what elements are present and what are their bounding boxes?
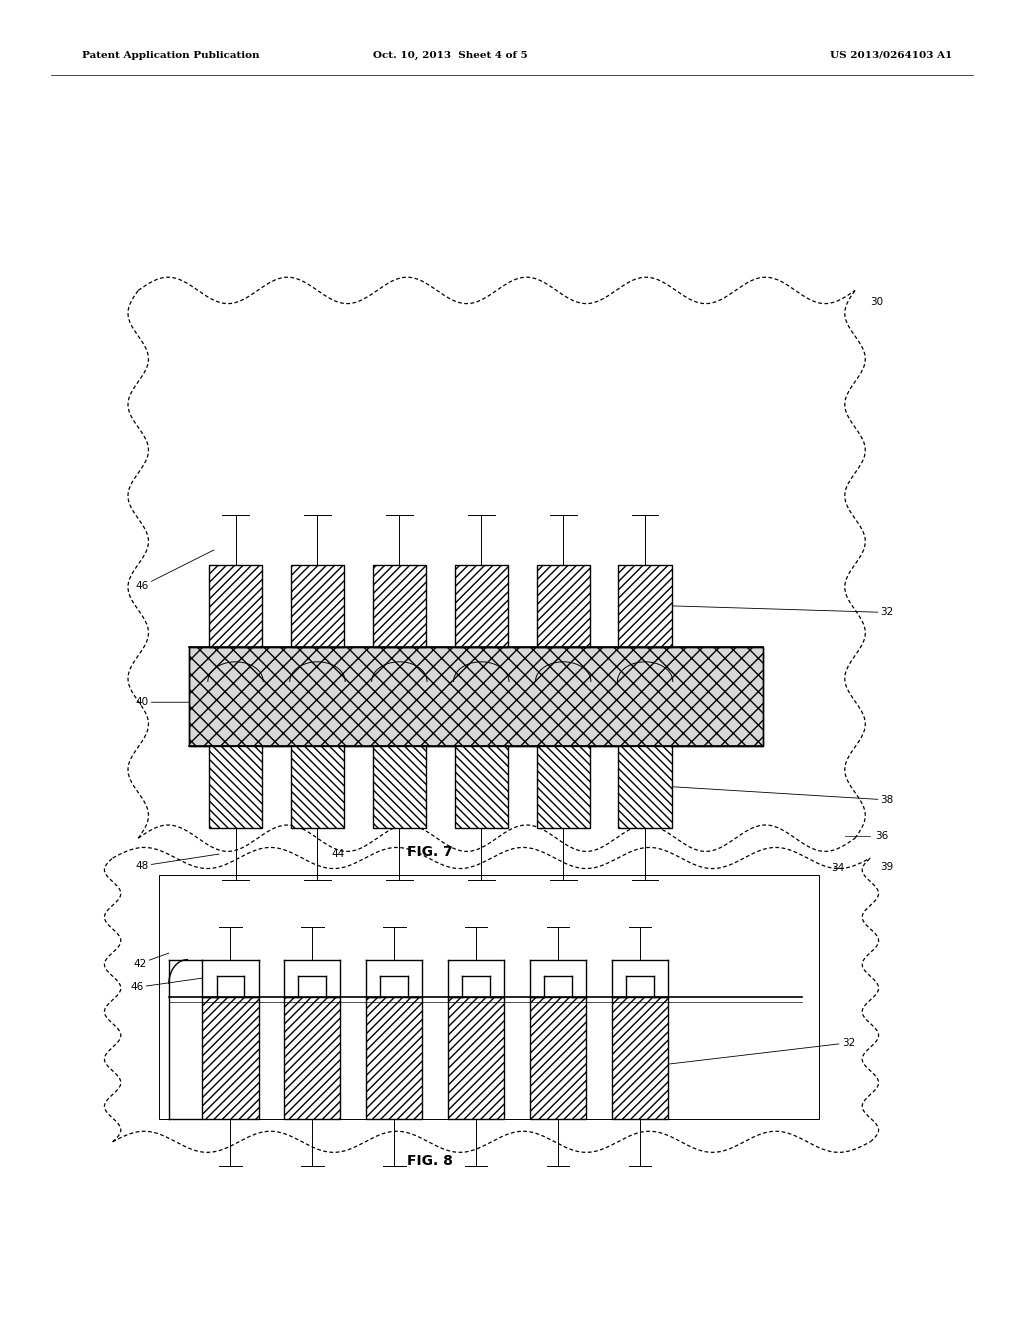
Bar (209, 565, 262, 647)
Bar (455, 565, 508, 647)
Text: 42: 42 (133, 953, 169, 969)
Bar (530, 997, 587, 1119)
Text: 40: 40 (135, 697, 189, 708)
Bar (209, 746, 262, 828)
Text: 36: 36 (876, 830, 889, 841)
Bar (612, 997, 669, 1119)
Text: US 2013/0264103 A1: US 2013/0264103 A1 (830, 51, 952, 59)
Text: FIG. 7: FIG. 7 (408, 845, 453, 859)
Bar (291, 565, 344, 647)
Text: 46: 46 (135, 550, 214, 591)
Text: 38: 38 (672, 787, 894, 805)
Text: 30: 30 (870, 297, 884, 308)
Text: Patent Application Publication: Patent Application Publication (82, 51, 259, 59)
Bar (373, 565, 426, 647)
Text: 32: 32 (668, 1038, 855, 1064)
Bar (159, 875, 819, 1119)
Text: 34: 34 (831, 862, 845, 873)
Bar (537, 565, 590, 647)
Bar (455, 746, 508, 828)
Text: FIG. 8: FIG. 8 (408, 1154, 453, 1168)
Text: Oct. 10, 2013  Sheet 4 of 5: Oct. 10, 2013 Sheet 4 of 5 (373, 51, 528, 59)
Text: 39: 39 (881, 862, 894, 873)
Text: 32: 32 (672, 606, 894, 618)
Bar (189, 647, 763, 746)
Bar (618, 565, 672, 647)
Text: 44: 44 (332, 849, 344, 859)
Bar (284, 997, 340, 1119)
Bar (618, 746, 672, 828)
Text: 46: 46 (130, 978, 203, 993)
Bar (537, 746, 590, 828)
Bar (203, 997, 258, 1119)
Bar (373, 746, 426, 828)
Bar (449, 997, 504, 1119)
Bar (189, 647, 763, 746)
Bar (367, 997, 422, 1119)
Bar (291, 746, 344, 828)
Text: 48: 48 (135, 854, 219, 871)
